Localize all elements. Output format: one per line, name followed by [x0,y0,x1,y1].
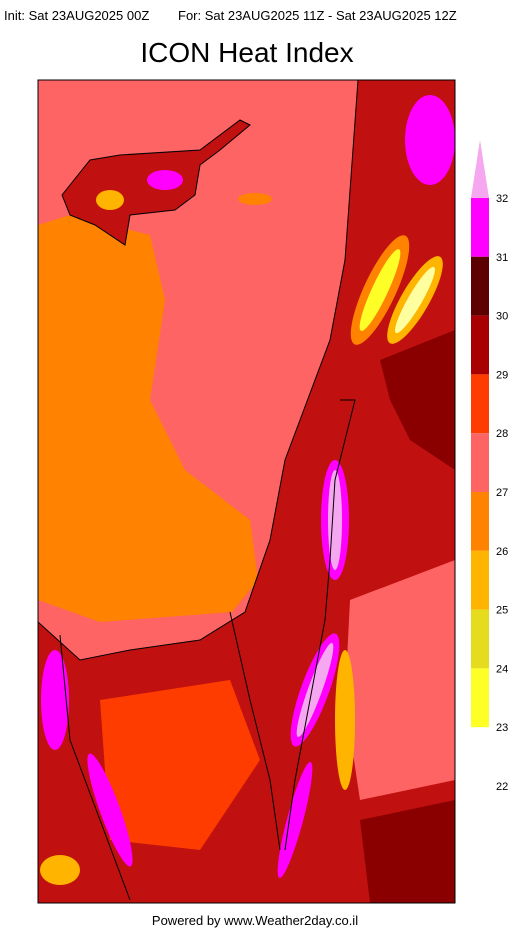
color-bar-segment [471,492,489,551]
color-bar-label: 26 [496,546,508,558]
color-bar-label: 28 [496,428,508,440]
color-bar-label: 31 [496,252,508,264]
footer: Powered by www.Weather2day.co.il [152,913,358,928]
color-bar: 32 31 30 29 28 27 26 25 24 23 22 [471,140,508,793]
color-bar-label: 27 [496,487,508,499]
color-bar-segment [471,668,489,728]
color-bar-label: 30 [496,311,508,323]
color-bar-over [471,140,489,198]
init-time: Init: Sat 23AUG2025 00Z [4,8,149,23]
color-bar-label: 23 [496,722,508,734]
color-bar-label: 32 [496,193,508,205]
color-bar-segment [471,256,489,316]
map [37,79,456,904]
color-bar-segment [471,609,489,669]
color-bar-segment [471,315,489,375]
color-bar-segment [471,433,489,492]
title: ICON Heat Index [140,37,353,68]
valid-time: For: Sat 23AUG2025 11Z - Sat 23AUG2025 1… [178,8,457,23]
color-bar-label: 25 [496,605,508,617]
color-bar-label: 22 [496,781,508,793]
color-bar-segment [471,550,489,610]
color-bar-segment [471,374,489,434]
color-bar-label: 29 [496,369,508,381]
color-bar-label: 24 [496,663,508,675]
color-bar-segment [471,198,489,257]
